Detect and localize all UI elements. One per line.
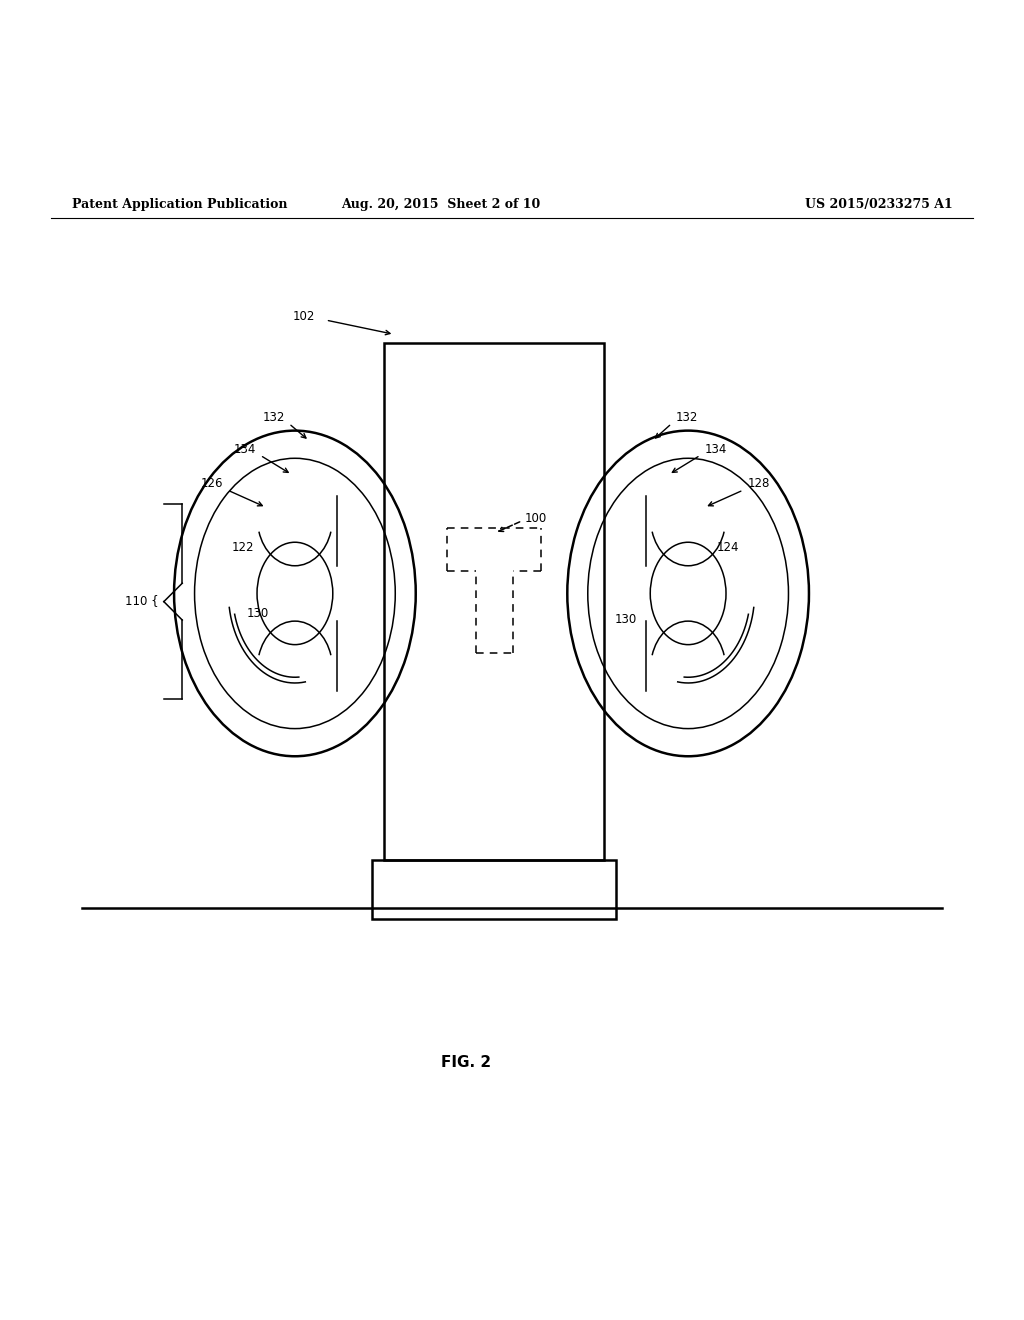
Text: 132: 132: [262, 411, 285, 424]
Text: US 2015/0233275 A1: US 2015/0233275 A1: [805, 198, 952, 211]
Text: 134: 134: [233, 442, 256, 455]
Text: Patent Application Publication: Patent Application Publication: [72, 198, 287, 211]
Text: 100: 100: [524, 512, 547, 525]
Text: 128: 128: [748, 478, 770, 490]
Text: 102: 102: [293, 310, 315, 323]
Bar: [372, 859, 616, 919]
Text: 134: 134: [705, 442, 727, 455]
Text: 110 {: 110 {: [125, 594, 159, 607]
Text: Aug. 20, 2015  Sheet 2 of 10: Aug. 20, 2015 Sheet 2 of 10: [341, 198, 540, 211]
Text: 132: 132: [676, 411, 698, 424]
Text: FIG. 2: FIG. 2: [441, 1055, 490, 1071]
Bar: [384, 343, 604, 859]
Text: 122: 122: [231, 541, 254, 554]
Text: 130: 130: [614, 612, 637, 626]
Text: 126: 126: [201, 478, 223, 490]
Text: 124: 124: [717, 541, 739, 554]
Text: 130: 130: [247, 607, 269, 620]
